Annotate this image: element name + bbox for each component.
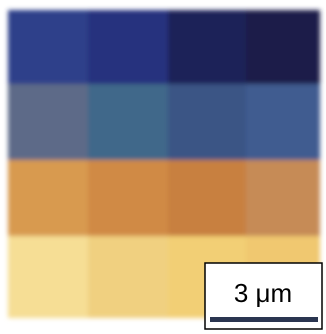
cell [8, 236, 88, 318]
cell [8, 160, 88, 236]
cell [168, 10, 246, 84]
scale-bar [210, 317, 318, 322]
cell [168, 84, 246, 160]
cell [246, 10, 320, 84]
cell [168, 160, 246, 236]
cell [246, 84, 320, 160]
cell [88, 236, 168, 318]
cell [88, 10, 168, 84]
cell [8, 84, 88, 160]
cell [88, 160, 168, 236]
cell [246, 160, 320, 236]
cell [8, 10, 88, 84]
cell [88, 84, 168, 160]
micrograph: 3 μm [0, 0, 326, 334]
scale-bar-label: 3 μm [234, 278, 292, 308]
